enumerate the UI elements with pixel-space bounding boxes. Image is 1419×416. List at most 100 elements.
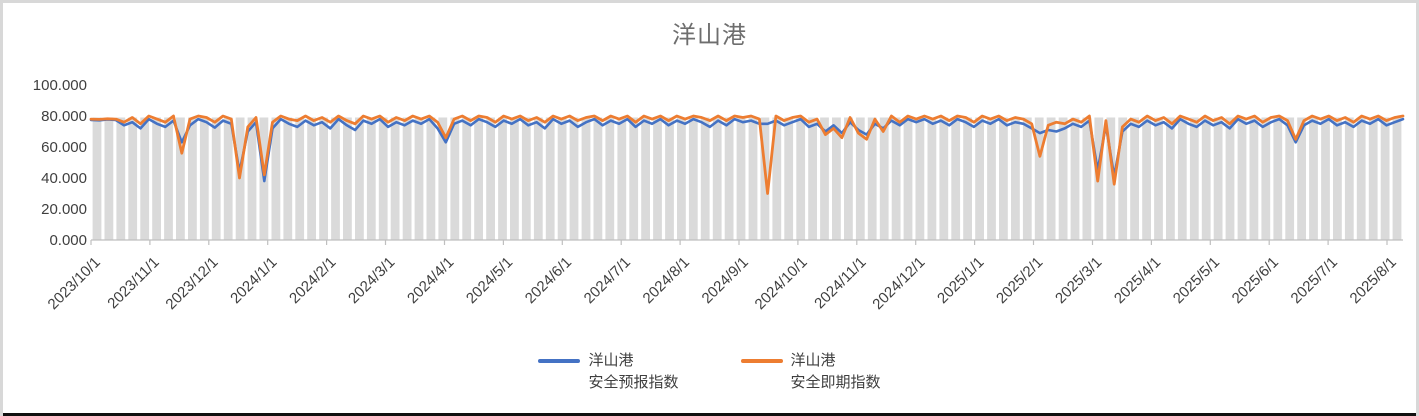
background-bar (355, 117, 364, 240)
background-bar (951, 117, 961, 240)
background-bar (665, 117, 674, 240)
background-bar (1225, 117, 1235, 240)
background-bar (641, 117, 650, 240)
x-tick-label: 2024/9/1 (699, 254, 752, 307)
series-forecast-line (89, 117, 1405, 183)
x-tick-label: 2024/4/1 (404, 254, 457, 307)
background-bar (1309, 117, 1318, 240)
background-bar (820, 117, 829, 240)
background-bar (629, 117, 639, 240)
x-tick-label: 2023/11/1 (104, 254, 162, 312)
background-bar (688, 117, 698, 240)
background-bar (116, 117, 126, 240)
x-tick-label: 2024/11/1 (811, 254, 869, 312)
background-bar (1237, 117, 1247, 240)
background-bar (1118, 117, 1128, 240)
y-axis-labels: 0.000 20.000 40.000 60.000 80.000 100.000 (33, 77, 87, 249)
background-bar (533, 117, 543, 240)
background-bar (617, 117, 627, 240)
x-tick-label: 2024/2/1 (286, 254, 339, 307)
background-bar (1344, 117, 1354, 240)
background-bar (188, 117, 197, 240)
legend-label-forecast-line2: 安全预报指数 (588, 374, 679, 391)
chart-plot-area: 0.000 20.000 40.000 60.000 80.000 100.000 2023… (33, 77, 1405, 313)
background-bar (450, 117, 460, 240)
x-tick-label: 2024/1/1 (227, 254, 280, 307)
background-bar (1261, 117, 1271, 240)
y-tick-label: 40.000 (41, 170, 87, 187)
background-bar (104, 117, 114, 240)
window-bottom-edge (3, 413, 1416, 416)
background-bar (223, 117, 233, 240)
background-bar (211, 117, 221, 240)
background-bar (1177, 117, 1187, 240)
background-bar (1368, 117, 1378, 240)
background-bar (581, 117, 591, 240)
background-bar (343, 117, 352, 240)
background-bar (1106, 117, 1116, 240)
x-tick-label: 2024/12/1 (869, 254, 928, 313)
background-bar (414, 117, 424, 240)
background-bar (486, 117, 495, 240)
background-bar (1333, 117, 1342, 240)
background-bar (832, 117, 841, 240)
x-tick-label: 2025/5/1 (1170, 254, 1223, 307)
y-tick-label: 100.000 (33, 77, 87, 94)
background-bar (1380, 117, 1390, 240)
background-bar (784, 117, 794, 240)
background-bar (700, 117, 710, 240)
x-tick-label: 2025/3/1 (1052, 254, 1105, 307)
background-bar (712, 117, 722, 240)
background-bar (1082, 117, 1092, 240)
background-bar (808, 117, 817, 240)
background-bar (1011, 117, 1020, 240)
background-bar (891, 117, 901, 240)
background-bar (1356, 117, 1366, 240)
background-bar (474, 117, 483, 240)
background-bars (92, 117, 1402, 240)
background-bar (653, 117, 662, 240)
background-bar (307, 117, 316, 240)
background-bar (748, 117, 758, 240)
x-tick-label: 2024/3/1 (345, 254, 398, 307)
background-bar (1392, 117, 1402, 240)
legend-item-forecast[interactable]: 洋山港 安全预报指数 (538, 350, 679, 394)
background-bar (378, 117, 388, 240)
background-bar (319, 117, 328, 240)
background-bar (128, 117, 138, 240)
background-bar (999, 117, 1008, 240)
background-bar (271, 117, 281, 240)
background-bar (1070, 117, 1080, 240)
background-bar (164, 117, 173, 240)
background-bar (366, 117, 376, 240)
background-bar (963, 117, 972, 240)
background-bar (545, 117, 555, 240)
background-bar (140, 117, 150, 240)
background-bar (176, 117, 185, 240)
y-tick-label: 60.000 (41, 139, 87, 156)
background-bar (927, 117, 937, 240)
y-tick-label: 0.000 (49, 232, 87, 249)
background-bar (736, 117, 746, 240)
legend-label-spot-line1: 洋山港 (790, 352, 836, 369)
background-bar (987, 117, 996, 240)
background-bar (92, 117, 102, 240)
y-tick-label: 80.000 (41, 108, 87, 125)
background-bar (1297, 117, 1306, 240)
background-bar (569, 117, 579, 240)
background-bar (1130, 117, 1139, 240)
background-bar (1022, 117, 1032, 240)
background-bar (557, 117, 567, 240)
x-tick-label: 2024/10/1 (752, 254, 811, 313)
background-bar (498, 117, 507, 240)
background-bar (724, 117, 734, 240)
x-tick-label: 2024/6/1 (522, 254, 575, 307)
background-bar (331, 117, 340, 240)
background-bar (796, 117, 806, 240)
x-tick-label: 2023/10/1 (45, 254, 104, 313)
y-tick-label: 20.000 (41, 201, 87, 218)
legend-item-spot[interactable]: 洋山港 安全即期指数 (740, 350, 881, 394)
background-bar (1142, 117, 1151, 240)
legend-label-forecast: 洋山港 安全预报指数 (588, 350, 678, 394)
